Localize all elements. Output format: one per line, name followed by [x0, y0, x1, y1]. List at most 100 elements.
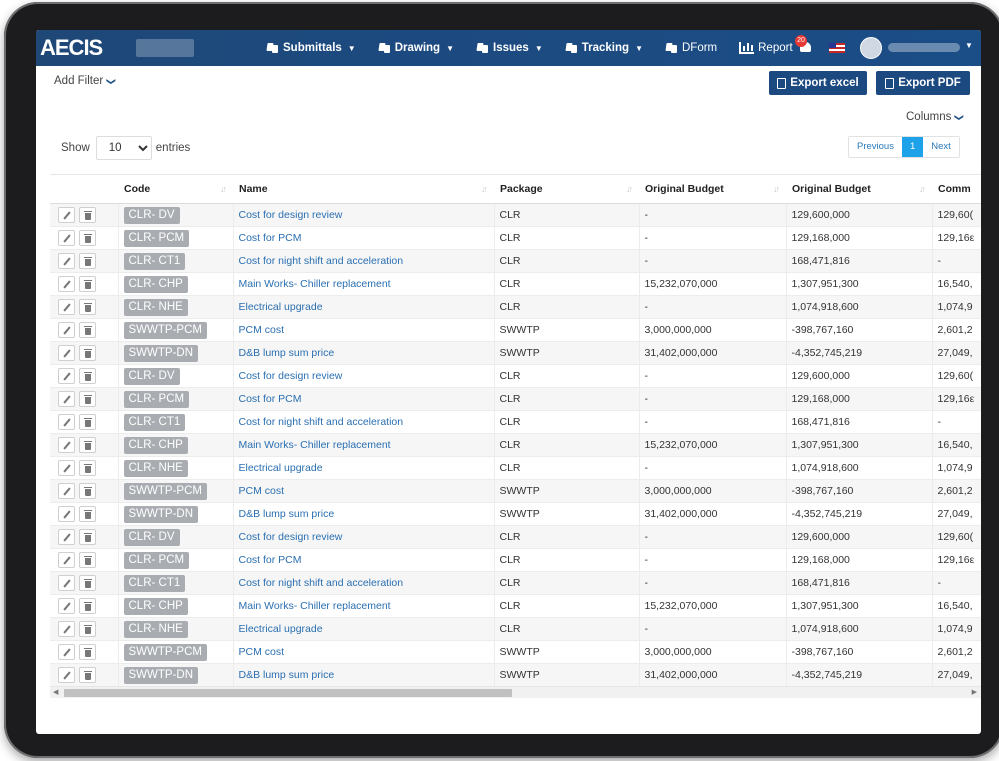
- item-name-link[interactable]: Cost for design review: [238, 209, 343, 221]
- edit-pencil-icon[interactable]: [58, 276, 75, 292]
- delete-trash-icon[interactable]: [79, 253, 96, 269]
- delete-trash-icon[interactable]: [79, 414, 96, 430]
- edit-pencil-icon[interactable]: [58, 667, 75, 683]
- item-name-link[interactable]: Electrical upgrade: [238, 623, 323, 635]
- scroll-right-icon[interactable]: ▶: [971, 689, 977, 696]
- export-excel-button[interactable]: Export excel: [769, 71, 867, 95]
- delete-trash-icon[interactable]: [79, 276, 96, 292]
- item-name-link[interactable]: Main Works- Chiller replacement: [238, 439, 391, 451]
- cell-original-budget-2: 129,168,000: [785, 548, 932, 572]
- delete-trash-icon[interactable]: [79, 368, 96, 384]
- edit-pencil-icon[interactable]: [58, 506, 75, 522]
- edit-pencil-icon[interactable]: [58, 414, 75, 430]
- item-name-link[interactable]: Electrical upgrade: [238, 301, 323, 313]
- edit-pencil-icon[interactable]: [58, 345, 75, 361]
- nav-tracking[interactable]: Tracking ▼: [565, 42, 643, 54]
- delete-trash-icon[interactable]: [79, 483, 96, 499]
- delete-trash-icon[interactable]: [79, 621, 96, 637]
- table-row: CLR- CHP Main Works- Chiller replacement C…: [50, 594, 981, 618]
- user-avatar[interactable]: [860, 37, 882, 59]
- current-page-button[interactable]: 1: [901, 137, 924, 157]
- delete-trash-icon[interactable]: [79, 460, 96, 476]
- item-name-link[interactable]: Main Works- Chiller replacement: [238, 278, 391, 290]
- edit-pencil-icon[interactable]: [58, 391, 75, 407]
- app-logo[interactable]: AECIS: [40, 35, 103, 60]
- item-name-link[interactable]: Main Works- Chiller replacement: [238, 600, 391, 612]
- delete-trash-icon[interactable]: [79, 575, 96, 591]
- header-package[interactable]: Package ↓↑: [494, 174, 639, 204]
- header-code[interactable]: Code ↓↑: [118, 174, 233, 204]
- item-name-link[interactable]: Cost for design review: [238, 531, 343, 543]
- nav-dform[interactable]: DForm: [665, 42, 717, 54]
- edit-pencil-icon[interactable]: [58, 621, 75, 637]
- item-name-link[interactable]: Cost for PCM: [238, 554, 302, 566]
- scroll-left-icon[interactable]: ◀: [53, 689, 59, 696]
- edit-pencil-icon[interactable]: [58, 644, 75, 660]
- delete-trash-icon[interactable]: [79, 598, 96, 614]
- user-name[interactable]: [888, 43, 960, 52]
- header-original-budget[interactable]: Original Budget ↓↑: [639, 174, 786, 204]
- edit-pencil-icon[interactable]: [58, 483, 75, 499]
- item-name-link[interactable]: Cost for night shift and acceleration: [238, 577, 404, 589]
- edit-pencil-icon[interactable]: [58, 529, 75, 545]
- delete-trash-icon[interactable]: [79, 322, 96, 338]
- item-name-link[interactable]: Cost for PCM: [238, 393, 302, 405]
- edit-pencil-icon[interactable]: [58, 253, 75, 269]
- item-name-link[interactable]: Electrical upgrade: [238, 462, 323, 474]
- horizontal-scrollbar[interactable]: ◀ ▶: [50, 686, 981, 698]
- item-name-link[interactable]: Cost for night shift and acceleration: [238, 416, 404, 428]
- table-row: CLR- PCM Cost for PCM CLR -129,168,000 129,1…: [50, 226, 981, 250]
- item-name-link[interactable]: PCM cost: [238, 485, 285, 497]
- row-actions: [50, 525, 119, 549]
- item-name-link[interactable]: D&B lump sum price: [238, 669, 335, 681]
- columns-toggle[interactable]: Columns ❯: [906, 111, 965, 123]
- header-comm[interactable]: Comm: [932, 174, 981, 204]
- delete-trash-icon[interactable]: [79, 506, 96, 522]
- export-pdf-button[interactable]: Export PDF: [876, 71, 970, 95]
- delete-trash-icon[interactable]: [79, 391, 96, 407]
- header-original-budget-2[interactable]: Original Budget ↓↑: [786, 174, 932, 204]
- edit-pencil-icon[interactable]: [58, 460, 75, 476]
- delete-trash-icon[interactable]: [79, 667, 96, 683]
- item-name-link[interactable]: Cost for night shift and acceleration: [238, 255, 404, 267]
- item-name-link[interactable]: Cost for design review: [238, 370, 343, 382]
- entries-select[interactable]: 10: [95, 136, 152, 160]
- cell-package: CLR: [493, 525, 639, 549]
- edit-pencil-icon[interactable]: [58, 598, 75, 614]
- edit-pencil-icon[interactable]: [58, 437, 75, 453]
- add-filter-button[interactable]: Add Filter ❯: [54, 75, 116, 87]
- scrollbar-thumb[interactable]: [64, 689, 512, 697]
- edit-pencil-icon[interactable]: [58, 299, 75, 315]
- edit-pencil-icon[interactable]: [58, 575, 75, 591]
- previous-page-button[interactable]: Previous: [857, 141, 894, 152]
- delete-trash-icon[interactable]: [79, 529, 96, 545]
- header-name[interactable]: Name ↓↑: [233, 174, 494, 204]
- item-name-link[interactable]: PCM cost: [238, 324, 285, 336]
- delete-trash-icon[interactable]: [79, 207, 96, 223]
- caret-down-icon[interactable]: ▼: [965, 41, 973, 50]
- edit-pencil-icon[interactable]: [58, 552, 75, 568]
- nav-drawing[interactable]: Drawing ▼: [378, 42, 454, 54]
- item-name-link[interactable]: Cost for PCM: [238, 232, 302, 244]
- cell-package: CLR: [493, 571, 639, 595]
- table-row: CLR- NHE Electrical upgrade CLR -1,074,918,…: [50, 295, 981, 319]
- delete-trash-icon[interactable]: [79, 437, 96, 453]
- delete-trash-icon[interactable]: [79, 644, 96, 660]
- delete-trash-icon[interactable]: [79, 345, 96, 361]
- item-name-link[interactable]: D&B lump sum price: [238, 508, 335, 520]
- next-page-button[interactable]: Next: [931, 141, 951, 152]
- edit-pencil-icon[interactable]: [58, 230, 75, 246]
- nav-report[interactable]: Report: [739, 42, 793, 54]
- notifications-bell-icon[interactable]: 20: [795, 35, 814, 55]
- delete-trash-icon[interactable]: [79, 230, 96, 246]
- us-flag-icon[interactable]: [829, 43, 845, 53]
- edit-pencil-icon[interactable]: [58, 322, 75, 338]
- edit-pencil-icon[interactable]: [58, 207, 75, 223]
- edit-pencil-icon[interactable]: [58, 368, 75, 384]
- delete-trash-icon[interactable]: [79, 552, 96, 568]
- nav-submittals[interactable]: Submittals ▼: [266, 42, 356, 54]
- item-name-link[interactable]: D&B lump sum price: [238, 347, 335, 359]
- delete-trash-icon[interactable]: [79, 299, 96, 315]
- nav-issues[interactable]: Issues ▼: [476, 42, 543, 54]
- item-name-link[interactable]: PCM cost: [238, 646, 285, 658]
